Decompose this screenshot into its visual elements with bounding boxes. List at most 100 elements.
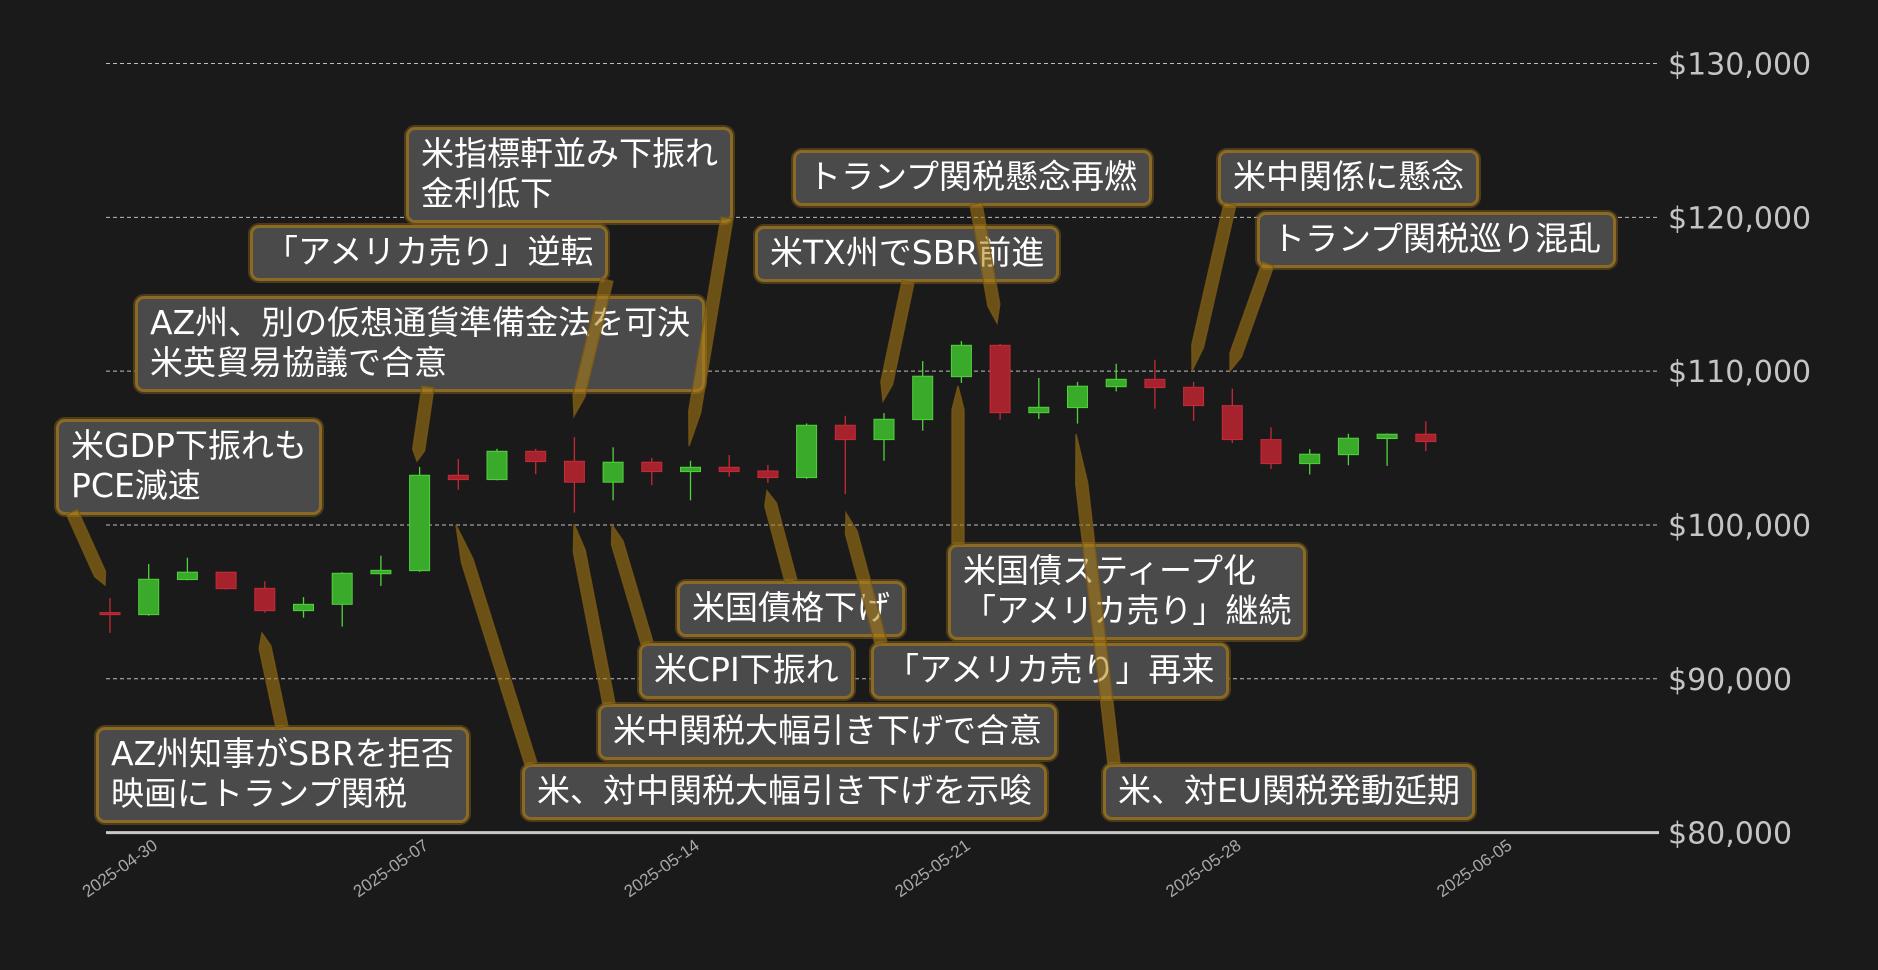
candle-up	[796, 423, 818, 479]
candle-up	[138, 564, 160, 616]
candle-down	[1221, 388, 1243, 443]
candle-up	[1028, 377, 1050, 419]
candle-down	[989, 343, 1011, 420]
y-tick-label: $120,000	[1668, 201, 1811, 236]
x-tick-label: 2025-06-05	[1433, 836, 1515, 901]
candle-down	[834, 415, 856, 495]
candle-body	[293, 603, 314, 612]
annotation-box: AZ州知事がSBRを拒否 映画にトランプ関税	[96, 727, 469, 823]
x-tick-label: 2025-05-14	[621, 836, 703, 901]
candle-body	[1337, 437, 1359, 456]
candle-body	[1183, 386, 1205, 407]
x-tick-label: 2025-05-07	[350, 836, 432, 901]
candle-up	[486, 448, 508, 481]
candle-body	[254, 587, 276, 612]
candle-body	[563, 460, 585, 483]
annotation-box: 米国債スティープ化 「アメリカ売り」継続	[948, 544, 1307, 640]
candle-up	[1337, 433, 1359, 466]
candle-down	[1183, 381, 1205, 421]
candle-down	[641, 457, 663, 486]
candle-body	[641, 461, 663, 473]
candle-body	[176, 571, 198, 581]
candle-body	[447, 474, 469, 481]
annotation-box: 「アメリカ売り」再来	[871, 643, 1230, 699]
candle-down	[525, 448, 547, 475]
candle-body	[1144, 378, 1166, 389]
annotation-box: 「アメリカ売り」逆転	[250, 225, 609, 281]
candle-down	[563, 437, 585, 513]
candle-down	[254, 581, 276, 613]
y-tick-label: $80,000	[1668, 817, 1792, 852]
candle-body	[1260, 439, 1282, 465]
candle-body	[873, 418, 895, 441]
annotation-box: 米CPI下振れ	[639, 643, 854, 699]
candle-body	[1376, 433, 1398, 440]
candle-down	[215, 571, 237, 590]
annotation-box: トランプ関税巡り混乱	[1257, 212, 1617, 268]
candle-body	[602, 461, 624, 483]
candle-body	[680, 466, 701, 473]
candle-up	[1376, 433, 1398, 466]
candle-body	[950, 344, 972, 378]
candle-up	[680, 460, 701, 501]
candle-up	[293, 597, 314, 618]
candle-up	[1105, 363, 1127, 392]
candle-down	[447, 458, 469, 490]
annotation-box: 米指標軒並み下振れ 金利低下	[406, 127, 733, 223]
candle-body	[409, 474, 431, 572]
candle-down	[1260, 427, 1282, 469]
candle-body	[486, 450, 508, 481]
candle-down	[1415, 421, 1437, 452]
candle-up	[1067, 381, 1088, 424]
candle-up	[331, 572, 353, 627]
candle-up	[873, 413, 895, 461]
annotation-box: 米、対中関税大幅引き下げを示唆	[522, 764, 1047, 820]
x-tick-label: 2025-05-21	[892, 836, 974, 901]
candle-body	[989, 344, 1011, 414]
candle-body	[331, 572, 353, 605]
annotation-box: 米、対EU関税発動延期	[1103, 764, 1476, 820]
annotation-box: 米中関税大幅引き下げで合意	[598, 704, 1057, 760]
candle-body	[215, 571, 237, 590]
candle-body	[525, 450, 547, 463]
candle-down	[99, 598, 121, 633]
annotation-box: 米中関係に懸念	[1218, 150, 1479, 206]
x-tick-label: 2025-05-28	[1162, 836, 1244, 901]
y-tick-label: $90,000	[1668, 663, 1792, 698]
candle-down	[757, 464, 779, 483]
y-tick-label: $130,000	[1668, 48, 1811, 83]
candle-body	[1067, 385, 1088, 409]
candle-body	[796, 424, 818, 479]
candle-body	[1221, 405, 1243, 441]
candle-down	[1144, 359, 1166, 409]
candle-body	[718, 466, 740, 473]
y-tick-label: $110,000	[1668, 355, 1811, 390]
candle-up	[912, 360, 934, 431]
annotation-box: 米国債格下げ	[677, 581, 905, 637]
annotation-box: AZ州、別の仮想通貨準備金法を可決 米英貿易協議で合意	[135, 296, 706, 392]
candle-up	[602, 447, 624, 501]
candle-body	[99, 612, 121, 616]
candle-body	[1028, 406, 1050, 414]
candle-body	[1299, 453, 1321, 465]
candle-up	[950, 340, 972, 383]
candle-up	[370, 555, 392, 587]
annotation-box: 米TX州でSBR前進	[755, 226, 1060, 282]
candle-up	[409, 466, 431, 572]
candle-body	[1415, 433, 1437, 443]
candle-body	[1105, 378, 1127, 388]
annotation-box: 米GDP下振れも PCE減速	[56, 419, 322, 515]
candle-body	[138, 578, 160, 616]
annotation-box: トランプ関税懸念再燃	[793, 150, 1153, 206]
candle-body	[370, 569, 392, 575]
y-tick-label: $100,000	[1668, 509, 1811, 544]
candle-up	[1299, 449, 1321, 475]
candle-up	[176, 557, 198, 581]
candle-down	[718, 454, 740, 477]
candle-body	[834, 424, 856, 441]
candle-body	[757, 470, 779, 479]
x-tick-label: 2025-04-30	[79, 836, 161, 901]
candle-body	[912, 375, 934, 421]
